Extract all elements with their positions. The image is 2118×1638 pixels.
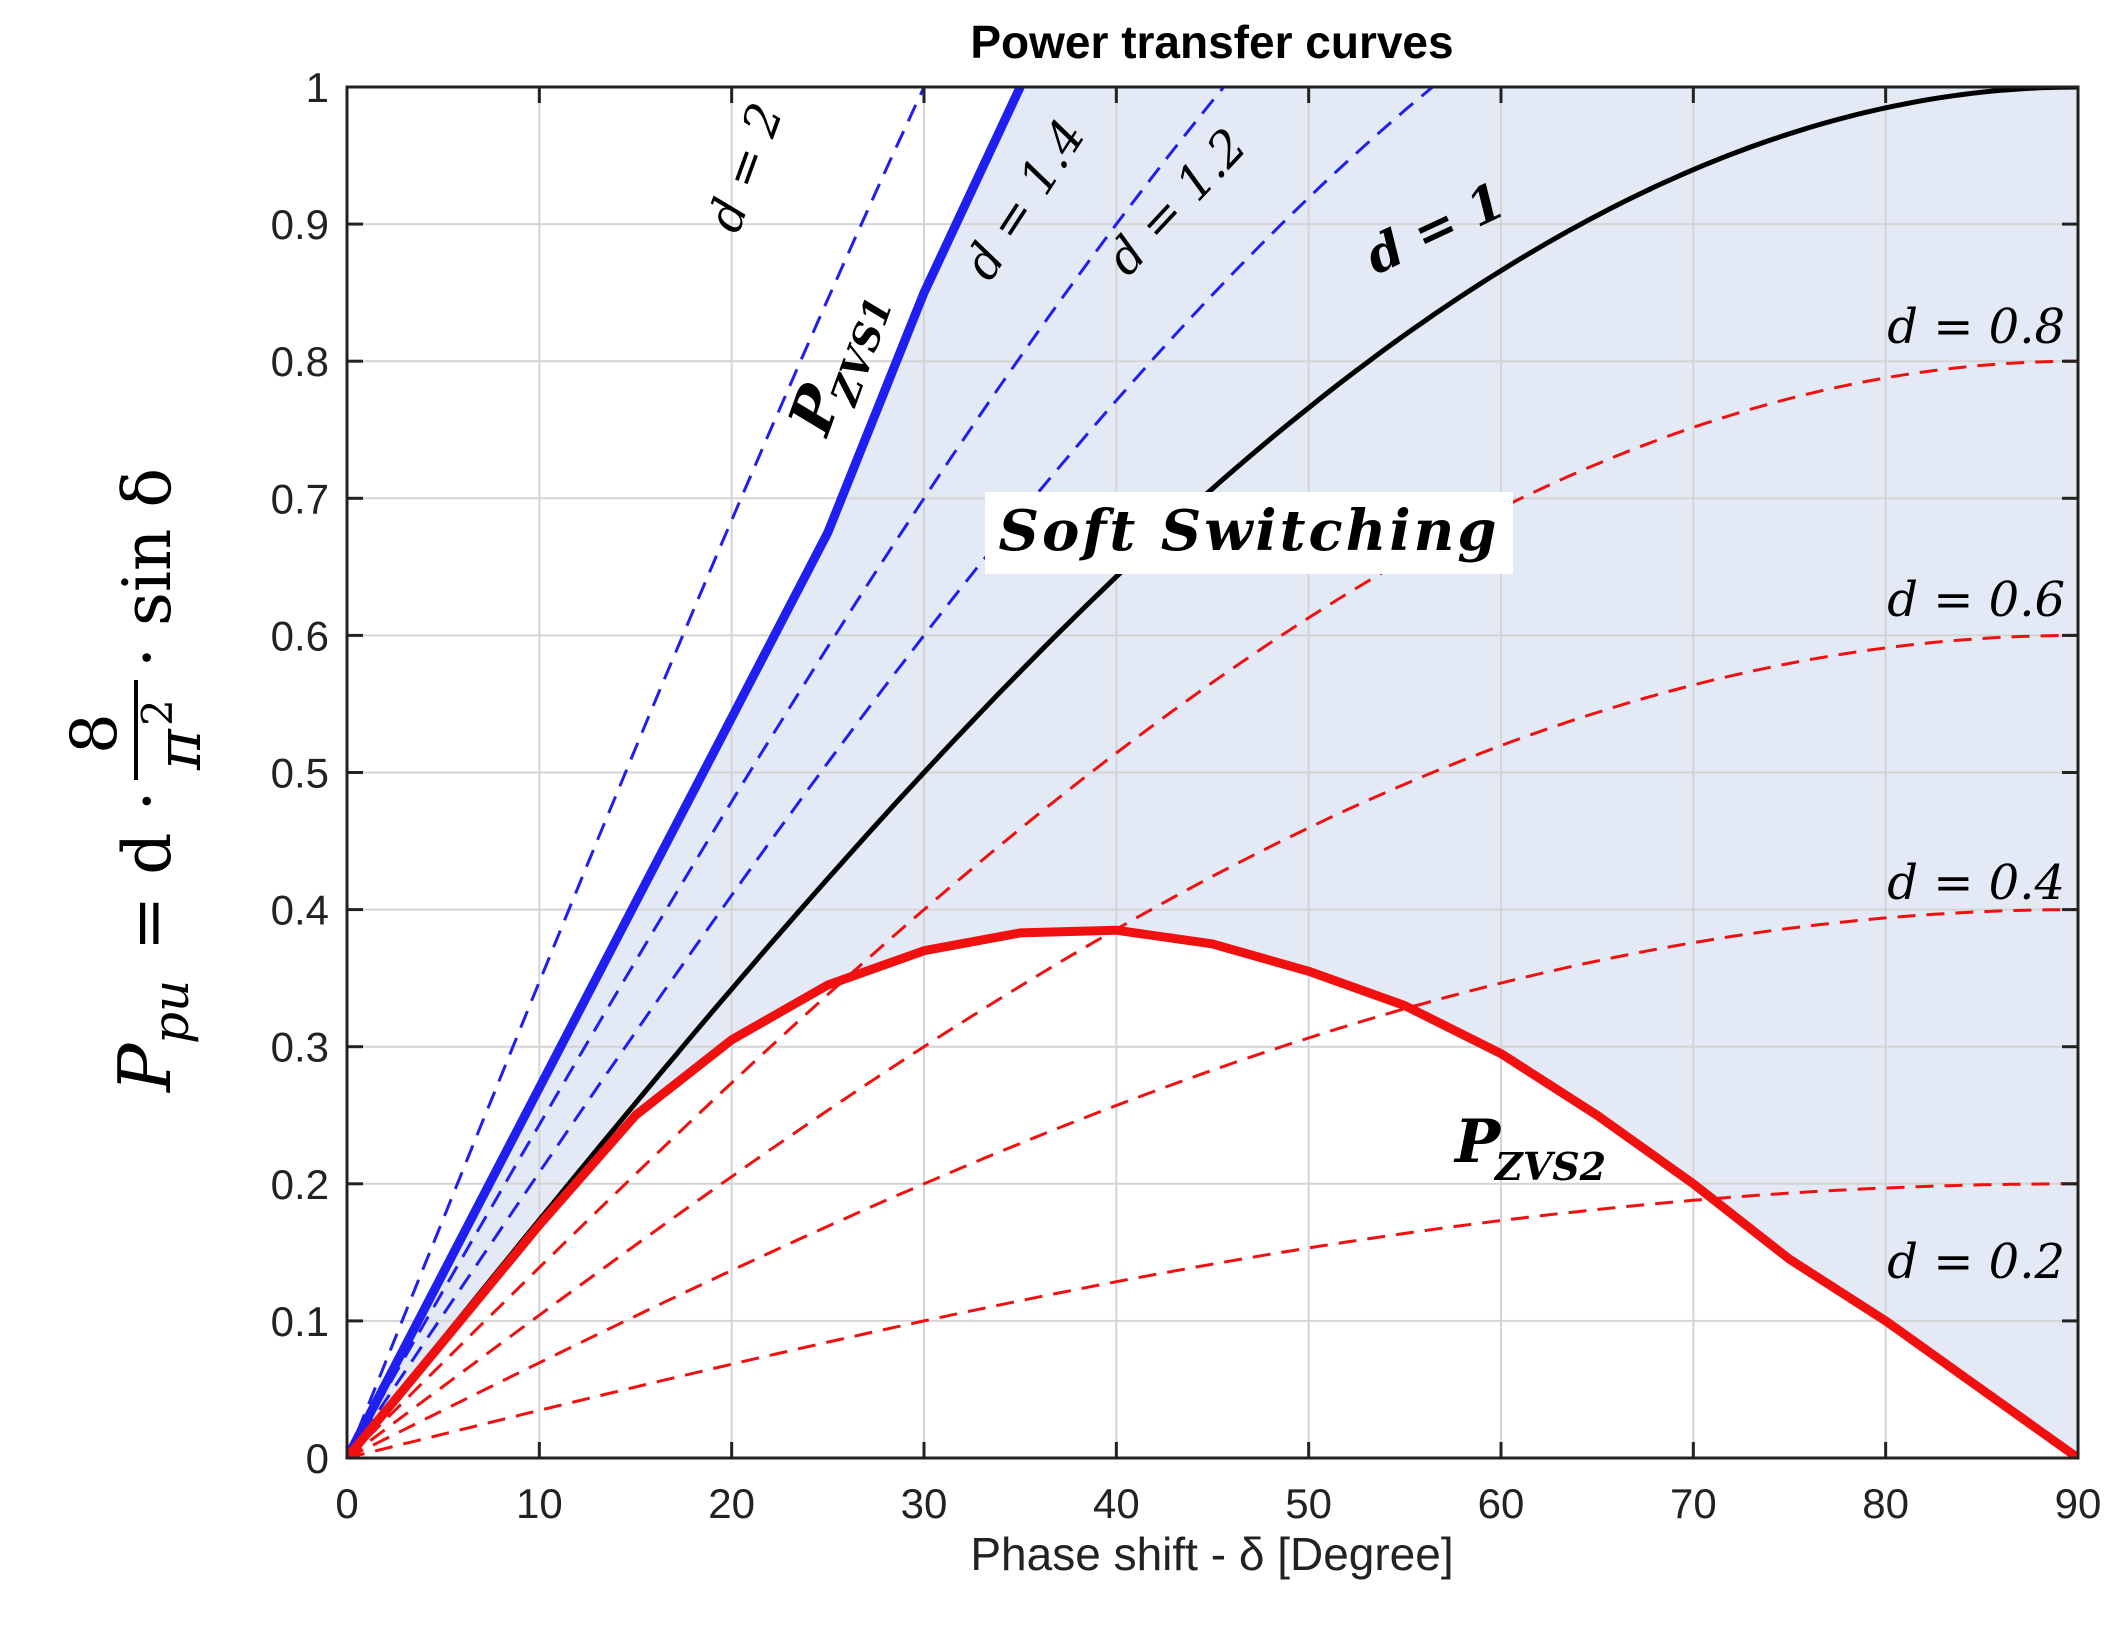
series-line-d-1-4: [347, 87, 1226, 1458]
y-tick-label-0.1: 0.1: [271, 1298, 329, 1345]
series-line-d-1: [347, 87, 2078, 1458]
y-tick-label-0.6: 0.6: [271, 612, 329, 659]
y-label-main: P: [103, 1042, 187, 1094]
y-tick-label-0.8: 0.8: [271, 338, 329, 385]
y-label-eq: = d ·: [109, 791, 186, 972]
series-line-d-2: [347, 87, 926, 1458]
plot-area: [345, 85, 2080, 1460]
series-line-d-1-2: [347, 87, 1435, 1458]
x-tick-label-60: 60: [1478, 1480, 1525, 1527]
x-tick-label-90: 90: [2055, 1480, 2102, 1527]
series-line-d-0-8: [347, 359, 2078, 1458]
label-d-0-8: d = 0.8: [1887, 299, 2065, 355]
x-tick-label-70: 70: [1670, 1480, 1717, 1527]
label-d-0-2: d = 0.2: [1887, 1234, 2065, 1290]
series-line-d-0-4: [347, 908, 2078, 1458]
y-tick-label-0.9: 0.9: [271, 201, 329, 248]
y-label-den-sup: 2: [133, 699, 182, 726]
y-tick-label-1: 1: [306, 64, 329, 111]
x-tick-label-50: 50: [1285, 1480, 1332, 1527]
y-label-sub: pu: [142, 980, 200, 1044]
x-tick-label-20: 20: [708, 1480, 755, 1527]
ticks-layer: 0 10 20 30 40 50 60 70 80 90 0 0.1 0.2 0.3 0.4 0.5 0.6 0.…: [271, 64, 2102, 1527]
y-label-tail: · sin δ: [109, 468, 186, 668]
y-label-num: 8: [58, 713, 132, 754]
x-tick-label-10: 10: [516, 1480, 563, 1527]
y-tick-label-0.4: 0.4: [271, 887, 329, 934]
y-tick-label-0.5: 0.5: [271, 750, 329, 797]
x-axis-label: Phase shift - δ [Degree]: [970, 1528, 1453, 1580]
boundary-line-zvs2: [347, 925, 2078, 1458]
boundary-line-zvs1: [347, 87, 1025, 1458]
x-tick-label-40: 40: [1093, 1480, 1140, 1527]
x-tick-label-80: 80: [1862, 1480, 1909, 1527]
label-p-zvs2: P ZVS2: [1453, 1107, 1606, 1189]
series-line-d-0-2: [347, 1182, 2078, 1458]
label-d-0-4: d = 0.4: [1887, 855, 2065, 911]
y-tick-label-0.7: 0.7: [271, 475, 329, 522]
series-layer: [347, 87, 2078, 1458]
y-tick-label-0.3: 0.3: [271, 1024, 329, 1071]
x-tick-label-30: 30: [901, 1480, 948, 1527]
y-label-den: π: [142, 728, 215, 771]
y-axis-label: P pu = d · 8 π 2 · sin δ: [58, 468, 215, 1094]
label-p-zvs2-sub: ZVS2: [1493, 1144, 1606, 1189]
soft-switching-label: Soft Switching: [999, 498, 1500, 564]
label-d-0-6: d = 0.6: [1887, 572, 2065, 628]
chart-title: Power transfer curves: [970, 16, 1453, 68]
y-tick-label-0: 0: [306, 1435, 329, 1482]
label-p-zvs2-main: P: [1453, 1107, 1502, 1177]
soft-switching-label-background: [985, 492, 1513, 574]
y-tick-label-0.2: 0.2: [271, 1161, 329, 1208]
x-tick-label-0: 0: [335, 1480, 358, 1527]
series-line-d-0-6: [347, 633, 2078, 1458]
